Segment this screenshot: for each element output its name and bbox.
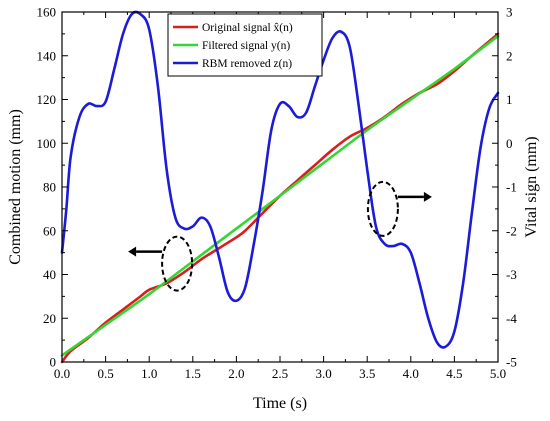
y-left-tick-label: 160 (37, 5, 57, 20)
y-left-tick-label: 140 (37, 48, 57, 63)
y-right-tick-label: -2 (506, 223, 517, 238)
annotation-ellipse (366, 180, 399, 237)
y-right-tick-label: 1 (506, 92, 513, 107)
y-left-tick-label: 80 (43, 180, 56, 195)
y-axis-right-title: Vital sign (mm) (523, 136, 540, 237)
y-left-tick-label: 100 (37, 136, 57, 151)
plot-area (60, 10, 500, 364)
x-tick-label: 3.5 (359, 366, 375, 381)
x-tick-label: 4.0 (403, 366, 419, 381)
y-left-tick-label: 0 (50, 355, 57, 370)
annotations (128, 180, 432, 292)
x-tick-label: 2.0 (228, 366, 244, 381)
y-right-tick-label: -5 (506, 355, 517, 370)
y-left-tick-label: 40 (43, 267, 56, 282)
y-right-tick-label: -1 (506, 180, 517, 195)
annotation-arrow-head (423, 191, 432, 202)
x-tick-label: 1.5 (185, 366, 201, 381)
x-axis-title: Time (s) (253, 395, 307, 412)
y-right-tick-label: 3 (506, 5, 513, 20)
series-rbm-removed (60, 10, 500, 349)
x-tick-label: 0.5 (97, 366, 113, 381)
annotation-ellipse (161, 235, 194, 292)
legend: Original signal x̂(n) Filtered signal y(n… (167, 13, 323, 77)
legend-entry: Filtered signal y(n) (202, 40, 290, 52)
x-tick-label: 5.0 (490, 366, 506, 381)
y-left-tick-label: 120 (37, 92, 57, 107)
x-tick-label: 1.0 (141, 366, 157, 381)
x-tick-label: 4.5 (446, 366, 462, 381)
y-right-tick-label: -4 (506, 311, 517, 326)
y-right-tick-label: -3 (506, 267, 517, 282)
legend-entry: Original signal x̂(n) (202, 22, 293, 34)
y-left-tick-label: 20 (43, 311, 56, 326)
series-filtered-signal (60, 34, 500, 357)
y-axis-left-title: Combined motion (mm) (7, 109, 24, 265)
x-tick-label: 2.5 (272, 366, 288, 381)
y-right-tick-label: 0 (506, 136, 513, 151)
x-tick-label: 3.0 (315, 366, 331, 381)
y-left-tick-label: 60 (43, 223, 56, 238)
y-right-tick-label: 2 (506, 48, 513, 63)
annotation-arrow-head (128, 246, 137, 257)
x-tick-label: 0.0 (54, 366, 70, 381)
legend-entry: RBM removed z(n) (202, 58, 292, 70)
